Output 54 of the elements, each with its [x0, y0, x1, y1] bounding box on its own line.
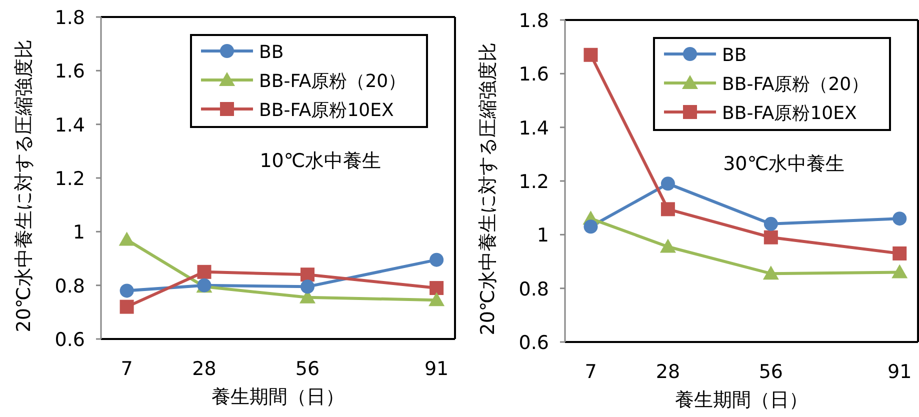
annotation: 10℃水中養生 [260, 150, 382, 172]
legend-label: BB-FA原粉10EX [722, 103, 857, 124]
point [430, 252, 444, 267]
point [300, 268, 314, 282]
y-axis-title: 20℃水中養生に対する圧縮強度比 [13, 40, 35, 332]
x-tick-label: 56 [295, 358, 320, 380]
legend-label: BB-FA原粉（20） [722, 74, 870, 95]
legend-label: BB-FA原粉（20） [259, 71, 406, 92]
y-tick-label: 0.8 [54, 275, 85, 298]
legend-label: BB [722, 45, 747, 66]
x-tick-label: 91 [888, 361, 912, 383]
x-tick-label: 7 [584, 361, 597, 383]
x-tick-label: 28 [656, 361, 680, 383]
y-tick-label: 1.4 [518, 117, 549, 140]
y-tick-label: 1 [72, 222, 85, 244]
x-tick-label: 91 [424, 358, 449, 380]
point [584, 220, 598, 234]
legend-label: BB [259, 42, 284, 63]
point [892, 246, 907, 260]
y-tick-label: 0.8 [518, 278, 549, 300]
legend-label: BB-FA原粉10EX [259, 100, 394, 121]
y-tick-label: 1.4 [54, 114, 85, 136]
point [120, 284, 134, 298]
point [300, 280, 314, 294]
y-tick-label: 1 [536, 224, 549, 247]
x-axis-title: 養生期間（日） [212, 386, 344, 408]
point [118, 232, 135, 246]
x-tick-label: 56 [758, 361, 784, 383]
point [430, 281, 444, 296]
y-tick-label: 0.6 [518, 332, 549, 354]
x-tick-label: 7 [120, 358, 133, 380]
point [764, 230, 778, 244]
y-tick-label: 1.8 [54, 7, 85, 29]
point [764, 216, 778, 231]
y-tick-label: 1.2 [518, 171, 549, 193]
y-tick-label: 1.2 [54, 168, 85, 190]
point [428, 292, 445, 306]
y-axis-title: 20℃水中養生に対する圧縮強度比 [477, 42, 499, 336]
point [892, 212, 907, 226]
point [762, 266, 779, 280]
point [584, 48, 598, 62]
y-tick-label: 1.6 [518, 64, 549, 86]
annotation: 30℃水中養生 [723, 153, 845, 175]
y-tick-label: 1.6 [54, 60, 85, 83]
point [660, 238, 676, 253]
point [660, 202, 675, 216]
x-axis-title: 養生期間（日） [675, 389, 808, 411]
y-tick-label: 1.8 [518, 10, 549, 32]
point [892, 264, 908, 278]
y-tick-label: 0.6 [54, 329, 85, 351]
x-tick-label: 28 [192, 358, 216, 380]
point [120, 300, 134, 314]
point [197, 264, 212, 279]
point [660, 176, 675, 191]
